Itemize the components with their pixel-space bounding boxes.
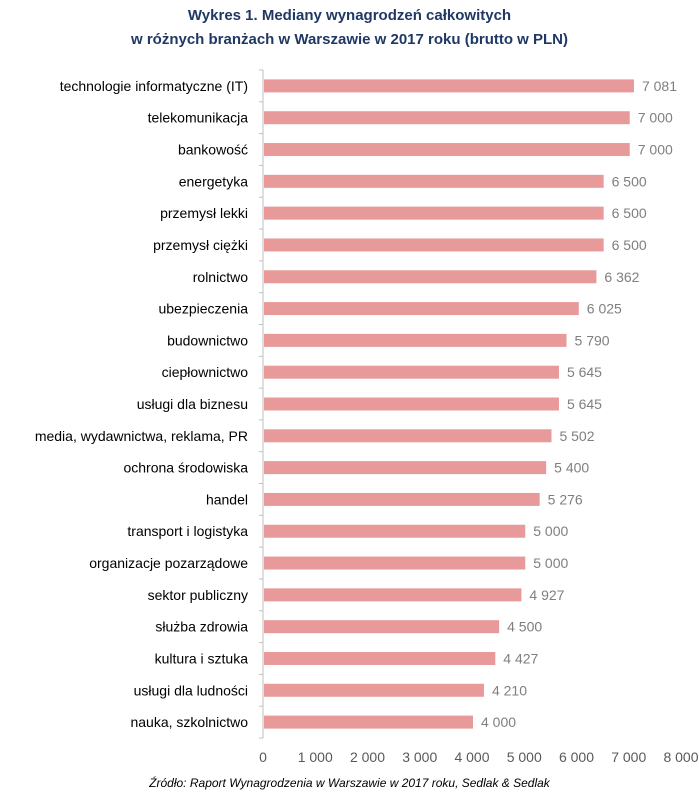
- category-label: bankowość: [178, 142, 248, 158]
- x-tick-label: 6 000: [559, 749, 594, 765]
- category-label: rolnictwo: [193, 269, 248, 285]
- category-label: organizacje pozarządowe: [89, 555, 248, 571]
- value-label: 4 927: [529, 587, 564, 603]
- category-label: media, wydawnictwa, reklama, PR: [35, 428, 248, 444]
- chart-title-line1: Wykres 1. Mediany wynagrodzeń całkowityc…: [187, 7, 512, 24]
- x-tick-label: 0: [259, 749, 267, 765]
- bar: [264, 79, 634, 93]
- x-tick-label: 5 000: [507, 749, 542, 765]
- bar: [264, 397, 559, 411]
- category-label: ubezpieczenia: [158, 301, 248, 317]
- value-label: 6 500: [612, 205, 647, 221]
- bar: [264, 270, 597, 284]
- x-tick-label: 4 000: [454, 749, 489, 765]
- value-label: 5 276: [548, 491, 583, 507]
- bar: [264, 683, 484, 697]
- x-tick-label: 3 000: [402, 749, 437, 765]
- bar: [264, 206, 604, 220]
- category-label: usługi dla biznesu: [137, 396, 248, 412]
- bar: [264, 143, 630, 157]
- bar: [264, 333, 567, 347]
- category-label: ochrona środowiska: [123, 460, 248, 476]
- bar: [264, 492, 540, 506]
- category-label: przemysł ciężki: [153, 237, 248, 253]
- value-label: 7 000: [638, 110, 673, 126]
- value-label: 5 790: [575, 332, 610, 348]
- x-tick-label: 2 000: [350, 749, 385, 765]
- category-label: nauka, szkolnictwo: [130, 714, 248, 730]
- source-note: Źródło: Raport Wynagrodzenia w Warszawie…: [149, 776, 550, 790]
- x-tick-label: 7 000: [611, 749, 646, 765]
- bar: [264, 365, 559, 379]
- x-tick-label: 1 000: [298, 749, 333, 765]
- value-label: 7 081: [642, 78, 677, 94]
- value-label: 5 502: [559, 428, 594, 444]
- value-label: 4 427: [503, 650, 538, 666]
- bar: [264, 620, 500, 634]
- bar: [264, 651, 496, 665]
- bar: [264, 111, 630, 125]
- category-label: sektor publiczny: [148, 587, 248, 603]
- bar: [264, 302, 579, 316]
- category-label: handel: [206, 491, 248, 507]
- value-label: 5 000: [533, 555, 568, 571]
- bar: [264, 429, 552, 443]
- bar: [264, 174, 604, 188]
- category-label: służba zdrowia: [155, 619, 248, 635]
- category-label: przemysł lekki: [160, 205, 248, 221]
- value-label: 7 000: [638, 142, 673, 158]
- bar: [264, 524, 526, 538]
- bar: [264, 588, 522, 602]
- value-label: 5 645: [567, 364, 602, 380]
- value-label: 6 025: [587, 301, 622, 317]
- bar: [264, 556, 526, 570]
- category-label: telekomunikacja: [148, 110, 249, 126]
- category-label: usługi dla ludności: [134, 682, 248, 698]
- salary-bar-chart: technologie informatyczne (IT) 7 081 telek…: [35, 69, 699, 765]
- bar: [264, 715, 473, 729]
- value-label: 4 500: [507, 619, 542, 635]
- bar: [264, 461, 547, 475]
- category-label: kultura i sztuka: [155, 650, 249, 666]
- x-tick-label: 8 000: [663, 749, 698, 765]
- value-label: 4 210: [492, 682, 527, 698]
- category-label: budownictwo: [167, 332, 248, 348]
- bar: [264, 238, 604, 252]
- category-label: ciepłownictwo: [162, 364, 249, 380]
- value-label: 5 645: [567, 396, 602, 412]
- value-label: 5 000: [533, 523, 568, 539]
- category-label: transport i logistyka: [127, 523, 248, 539]
- value-label: 5 400: [554, 460, 589, 476]
- value-label: 6 500: [612, 173, 647, 189]
- chart-title-line2: w różnych branżach w Warszawie w 2017 ro…: [130, 31, 569, 48]
- category-label: energetyka: [179, 173, 248, 189]
- value-label: 4 000: [481, 714, 516, 730]
- value-label: 6 500: [612, 237, 647, 253]
- value-label: 6 362: [604, 269, 639, 285]
- category-label: technologie informatyczne (IT): [60, 78, 248, 94]
